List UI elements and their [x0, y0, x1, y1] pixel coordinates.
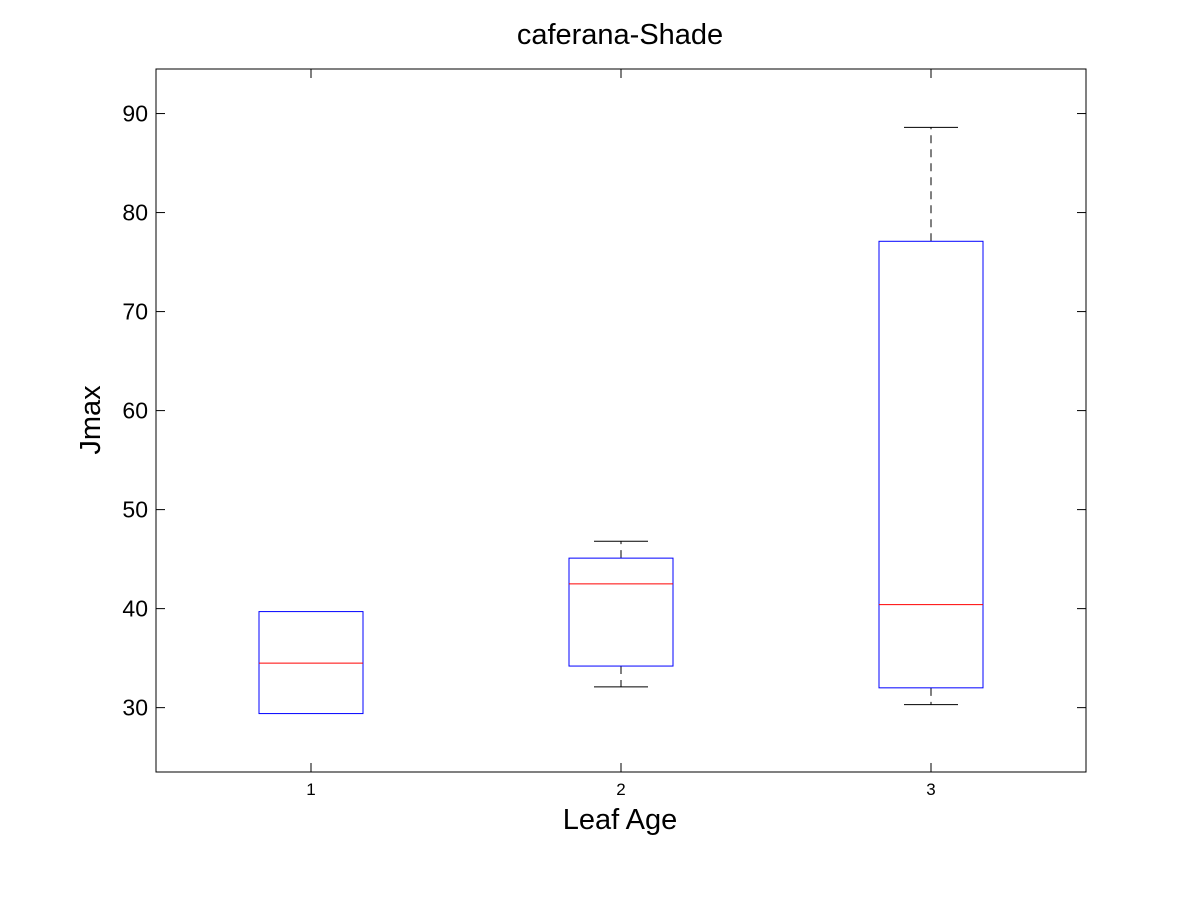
y-tick-label: 80: [122, 200, 148, 226]
chart-title: caferana-Shade: [517, 19, 723, 51]
y-tick-label: 40: [122, 596, 148, 622]
y-axis-label: Jmax: [75, 385, 107, 455]
box-group: [258, 611, 364, 715]
box-group: [568, 540, 674, 688]
y-tick-label: 70: [122, 299, 148, 325]
box-group: [878, 126, 984, 706]
y-tick-label: 60: [122, 398, 148, 424]
iqr-box: [878, 240, 984, 689]
x-tick-label: 2: [616, 780, 625, 799]
x-tick-label: 1: [306, 780, 315, 799]
plot-area: [155, 68, 1087, 773]
x-tick-label: 3: [926, 780, 935, 799]
y-tick-label: 30: [122, 695, 148, 721]
iqr-box: [568, 557, 674, 667]
y-tick-label: 90: [122, 101, 148, 127]
x-axis-label: Leaf Age: [563, 804, 678, 836]
y-tick-label: 50: [122, 497, 148, 523]
